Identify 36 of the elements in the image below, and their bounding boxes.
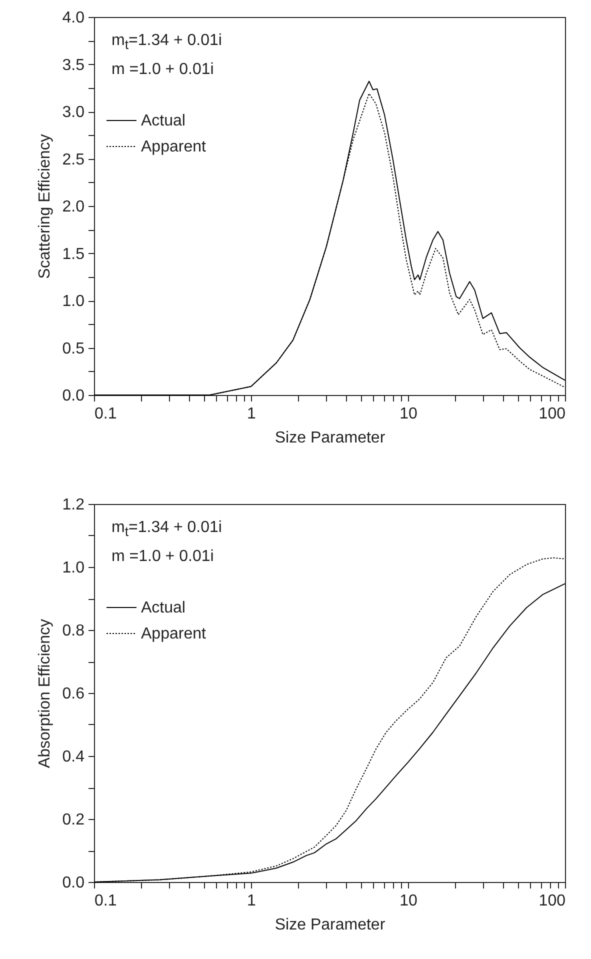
- y-axis-title: Scattering Efficiency: [36, 134, 54, 279]
- x-tick-label: 10: [400, 406, 418, 422]
- y-axis-title: Absorption Efficiency: [36, 618, 54, 768]
- x-tick-label: 1: [247, 892, 256, 910]
- annotation: m =1.0 + 0.01i: [112, 546, 215, 567]
- annotation: m$_{t}$=1.34 + 0.01i: [112, 518, 222, 541]
- legend-label: Apparent: [141, 626, 206, 642]
- y-tick-label: 0.5: [62, 340, 85, 358]
- x-tick-label: 100: [538, 892, 566, 910]
- x-tick-label: 10: [400, 892, 418, 910]
- y-tick-label: 1.5: [62, 246, 85, 263]
- y-tick-label: 0.8: [62, 622, 85, 640]
- x-axis-title: Size Parameter: [274, 430, 386, 446]
- y-tick-label: 0.0: [62, 874, 85, 892]
- y-tick-label: 1.0: [62, 560, 85, 576]
- x-tick-label: 0.1: [94, 406, 117, 422]
- legend-label: Apparent: [141, 138, 206, 156]
- y-tick-label: 0.0: [62, 388, 85, 404]
- annotation: m$_{t}$=1.34 + 0.01i: [112, 30, 222, 54]
- y-tick-label: 2.0: [62, 198, 85, 216]
- x-tick-label: 100: [538, 406, 566, 422]
- y-tick-label: 3.0: [62, 104, 85, 121]
- x-tick-label: 0.1: [94, 892, 117, 910]
- y-tick-label: 4.0: [62, 10, 85, 26]
- y-tick-label: 0.4: [62, 748, 85, 766]
- y-tick-label: 1.2: [62, 496, 85, 514]
- x-tick-label: 1: [247, 406, 256, 422]
- y-tick-label: 3.5: [62, 56, 85, 74]
- y-tick-label: 1.0: [62, 293, 85, 310]
- y-tick-label: 0.2: [62, 812, 85, 828]
- y-tick-label: 2.5: [62, 151, 85, 168]
- x-axis-title: Size Parameter: [274, 916, 386, 934]
- legend-label: Actual: [141, 112, 186, 130]
- legend-label: Actual: [141, 600, 186, 616]
- y-tick-label: 0.6: [62, 686, 85, 702]
- annotation: m =1.0 + 0.01i: [112, 60, 215, 80]
